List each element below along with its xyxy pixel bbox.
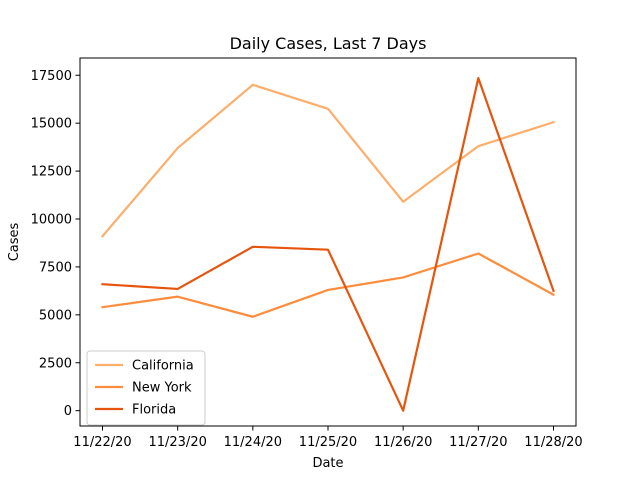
legend-box <box>86 350 206 426</box>
legend-label: Florida <box>132 403 176 418</box>
y-tick-label: 17500 <box>31 69 72 84</box>
x-tick-label: 11/27/20 <box>449 435 507 450</box>
x-tick-label: 11/22/20 <box>73 435 131 450</box>
series-lines <box>100 77 555 412</box>
y-tick-label: 15000 <box>31 117 72 132</box>
series-line-new-york <box>101 252 555 318</box>
series-line-california <box>100 83 555 238</box>
x-tick-label: 11/25/20 <box>299 435 357 450</box>
x-tick-label: 11/26/20 <box>374 435 432 450</box>
legend-label: New York <box>132 381 192 396</box>
legend-label: California <box>132 359 194 374</box>
y-tick-label: 7500 <box>39 260 72 275</box>
y-tick-label: 0 <box>64 404 72 419</box>
x-tick-label: 11/23/20 <box>148 435 206 450</box>
x-axis-title: Date <box>312 456 343 471</box>
x-axis: 11/22/20 11/23/20 11/24/20 11/25/20 11/26/20… <box>73 426 583 450</box>
chart-title: Daily Cases, Last 7 Days <box>230 34 427 53</box>
series-line-florida <box>101 77 555 412</box>
y-tick-label: 5000 <box>39 308 72 323</box>
y-tick-label: 2500 <box>39 356 72 371</box>
y-axis: 0 2500 5000 7500 10000 12500 15000 17500 <box>31 69 80 419</box>
x-tick-label: 11/28/20 <box>524 435 582 450</box>
y-axis-title: Cases <box>7 222 22 261</box>
y-tick-label: 10000 <box>31 213 72 228</box>
legend: California New York Florida <box>86 350 206 426</box>
x-tick-label: 11/24/20 <box>224 435 282 450</box>
y-tick-label: 12500 <box>31 165 72 180</box>
